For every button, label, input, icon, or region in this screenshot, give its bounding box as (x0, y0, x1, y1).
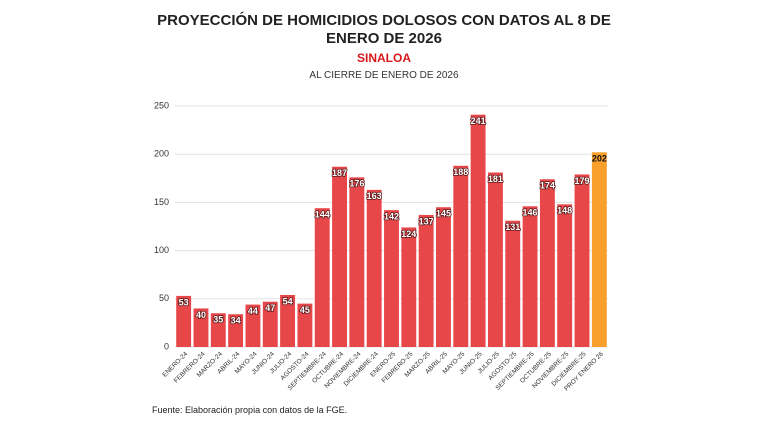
y-tick-label: 250 (154, 100, 169, 110)
y-tick-label: 100 (154, 245, 169, 255)
data-label: 181 (488, 174, 503, 184)
source-note: Fuente: Elaboración propia con datos de … (152, 405, 348, 415)
bar (401, 227, 417, 347)
bar (349, 177, 365, 347)
bar (262, 301, 278, 347)
data-label: 45 (300, 305, 310, 315)
chart-subtitle: SINALOA (357, 51, 411, 65)
data-label: 241 (471, 116, 486, 126)
bar (297, 303, 313, 347)
data-label: 137 (419, 216, 434, 226)
y-tick-label: 0 (164, 341, 169, 351)
bar (487, 172, 503, 347)
bar (193, 308, 209, 347)
data-label: 124 (401, 229, 416, 239)
data-label: 35 (213, 315, 223, 325)
chart-caption: AL CIERRE DE ENERO DE 2026 (309, 70, 459, 81)
data-label: 145 (436, 209, 451, 219)
bar (505, 220, 521, 347)
bar (314, 208, 330, 347)
bar (574, 174, 590, 347)
bar (453, 165, 469, 347)
chart: 050100150200250ENERO-2453FEBRERO-2440MAR… (154, 100, 608, 393)
y-tick-label: 150 (154, 197, 169, 207)
data-label: 174 (540, 181, 555, 191)
y-tick-label: 200 (154, 149, 169, 159)
bar (557, 204, 573, 347)
data-label: 176 (349, 179, 364, 189)
data-label: 163 (367, 191, 382, 201)
data-label: 47 (265, 303, 275, 313)
data-label: 148 (557, 206, 572, 216)
chart-title: PROYECCIÓN DE HOMICIDIOS DOLOSOS CON DAT… (157, 12, 611, 47)
data-label: 34 (231, 316, 241, 326)
bar (280, 294, 296, 347)
data-label: 131 (505, 222, 520, 232)
data-label: 144 (315, 210, 330, 220)
data-label: 54 (283, 296, 293, 306)
bar (539, 179, 555, 347)
data-label: 179 (575, 176, 590, 186)
bar (366, 189, 382, 347)
data-label: 146 (523, 208, 538, 218)
bar (332, 166, 347, 347)
bar (176, 295, 192, 347)
data-label: 187 (332, 168, 347, 178)
bar (228, 314, 244, 347)
bar (522, 206, 538, 347)
bar (384, 210, 399, 347)
bar (210, 313, 226, 347)
data-label: 40 (196, 310, 206, 320)
bar (245, 304, 261, 347)
bar (470, 114, 486, 348)
bar (436, 207, 451, 347)
bar (418, 214, 434, 347)
bar (591, 152, 607, 347)
data-label: 53 (179, 297, 189, 307)
data-label: 44 (248, 306, 258, 316)
data-label: 188 (453, 167, 468, 177)
data-label: 142 (384, 211, 399, 221)
data-label: 202 (592, 154, 607, 164)
y-tick-label: 50 (159, 293, 169, 303)
